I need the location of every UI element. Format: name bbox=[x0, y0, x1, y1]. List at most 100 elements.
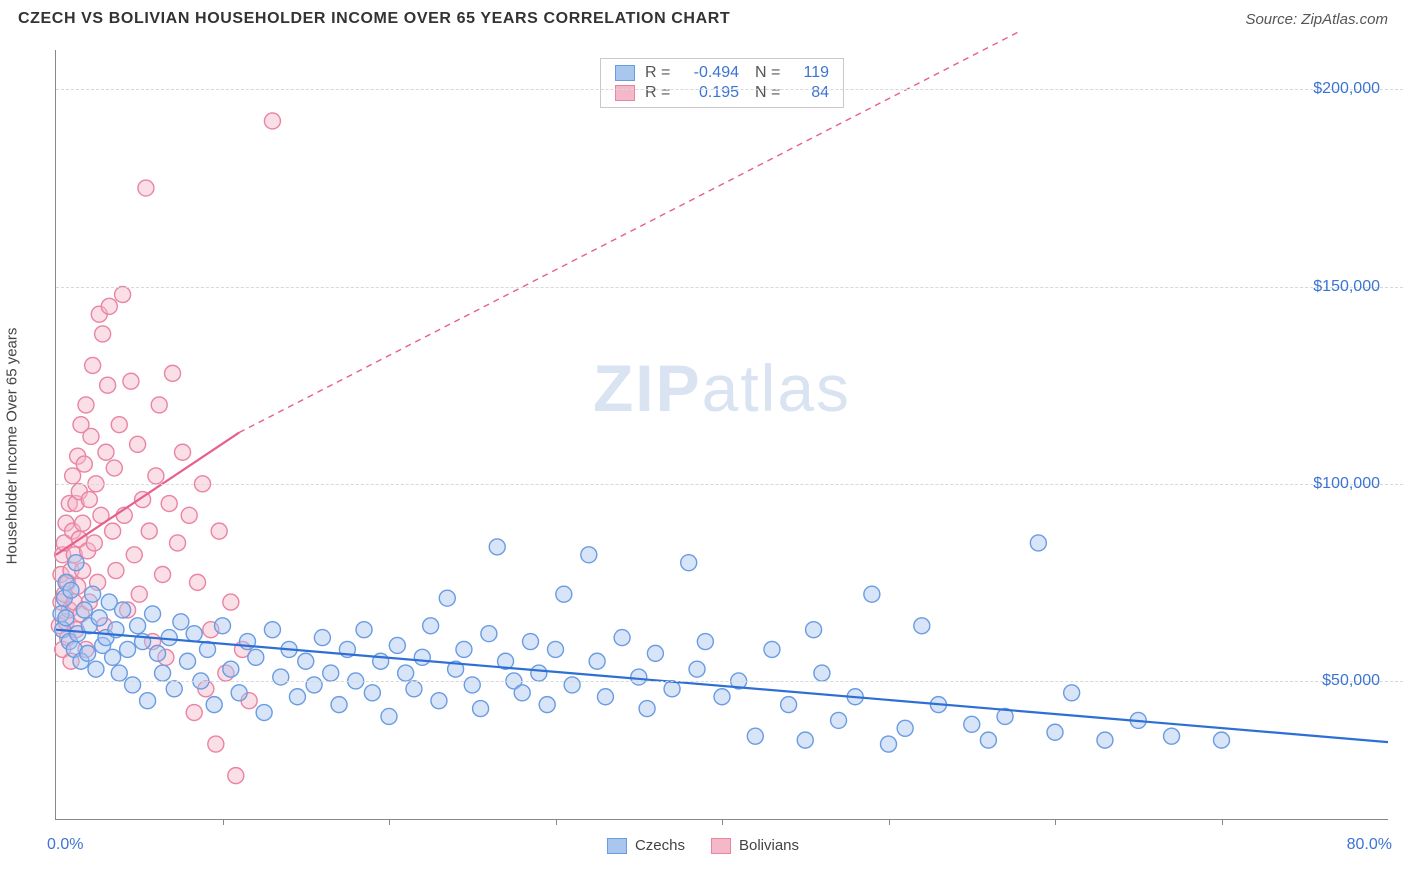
series-legend-item: Bolivians bbox=[711, 837, 799, 854]
r-value: -0.494 bbox=[683, 64, 739, 82]
czechs-point bbox=[881, 736, 897, 752]
czechs-point bbox=[781, 697, 797, 713]
czechs-point bbox=[697, 634, 713, 650]
czechs-point bbox=[140, 693, 156, 709]
czechs-point bbox=[298, 653, 314, 669]
bolivians-point bbox=[175, 444, 191, 460]
czechs-point bbox=[797, 732, 813, 748]
chart-title: CZECH VS BOLIVIAN HOUSEHOLDER INCOME OVE… bbox=[18, 10, 730, 28]
bolivians-point bbox=[95, 326, 111, 342]
czechs-point bbox=[631, 669, 647, 685]
bolivians-point bbox=[98, 444, 114, 460]
czechs-point bbox=[76, 602, 92, 618]
czechs-point bbox=[381, 708, 397, 724]
czechs-point bbox=[314, 630, 330, 646]
czechs-point bbox=[150, 645, 166, 661]
czechs-point bbox=[647, 645, 663, 661]
czechs-point bbox=[80, 645, 96, 661]
czechs-point bbox=[115, 602, 131, 618]
czechs-point bbox=[548, 641, 564, 657]
czechs-point bbox=[523, 634, 539, 650]
r-label: R = bbox=[645, 84, 673, 102]
czechs-point bbox=[180, 653, 196, 669]
czechs-point bbox=[111, 665, 127, 681]
czechs-point bbox=[806, 622, 822, 638]
czechs-point bbox=[1064, 685, 1080, 701]
czechs-point bbox=[68, 555, 84, 571]
series-legend-label: Bolivians bbox=[739, 837, 799, 854]
x-tick bbox=[889, 819, 890, 825]
x-tick bbox=[556, 819, 557, 825]
czechs-point bbox=[689, 661, 705, 677]
czechs-point bbox=[431, 693, 447, 709]
czechs-point bbox=[464, 677, 480, 693]
n-value: 119 bbox=[793, 64, 829, 82]
bolivians-point bbox=[161, 496, 177, 512]
scatter-plot-svg bbox=[56, 50, 1388, 819]
bolivians-point bbox=[151, 397, 167, 413]
czechs-point bbox=[398, 665, 414, 681]
gridline bbox=[56, 681, 1403, 682]
czechs-point bbox=[539, 697, 555, 713]
czechs-point bbox=[681, 555, 697, 571]
czechs-point bbox=[125, 677, 141, 693]
czechs-point bbox=[980, 732, 996, 748]
r-value: 0.195 bbox=[683, 84, 739, 102]
czechs-point bbox=[406, 681, 422, 697]
czechs-point bbox=[556, 586, 572, 602]
n-value: 84 bbox=[793, 84, 829, 102]
x-tick bbox=[1222, 819, 1223, 825]
czechs-point bbox=[964, 716, 980, 732]
czechs-point bbox=[85, 586, 101, 602]
bolivians-point bbox=[123, 373, 139, 389]
czechs-point bbox=[473, 701, 489, 717]
y-tick-label: $150,000 bbox=[1313, 278, 1380, 296]
bolivians-point bbox=[264, 113, 280, 129]
czechs-point bbox=[206, 697, 222, 713]
czechs-point bbox=[914, 618, 930, 634]
y-tick-label: $100,000 bbox=[1313, 475, 1380, 493]
czechs-point bbox=[1030, 535, 1046, 551]
czechs-point bbox=[323, 665, 339, 681]
correlation-legend: R =-0.494N =119R =0.195N =84 bbox=[600, 58, 844, 108]
czechs-point bbox=[764, 641, 780, 657]
bolivians-point bbox=[115, 287, 131, 303]
czechs-point bbox=[256, 705, 272, 721]
czechs-point bbox=[155, 665, 171, 681]
bolivians-point bbox=[106, 460, 122, 476]
bolivians-point bbox=[100, 377, 116, 393]
czechs-point bbox=[439, 590, 455, 606]
czechs-point bbox=[897, 720, 913, 736]
series-legend: Czechs Bolivians bbox=[607, 837, 799, 854]
series-legend-label: Czechs bbox=[635, 837, 685, 854]
czechs-point bbox=[306, 677, 322, 693]
czechs-point bbox=[564, 677, 580, 693]
bolivians-point bbox=[190, 574, 206, 590]
czechs-point bbox=[1164, 728, 1180, 744]
bolivians-point bbox=[138, 180, 154, 196]
czechs-point bbox=[58, 610, 74, 626]
bolivians-point bbox=[108, 563, 124, 579]
czechs-point bbox=[186, 626, 202, 642]
bolivians-point bbox=[86, 535, 102, 551]
czechs-point bbox=[814, 665, 830, 681]
bolivians-point bbox=[141, 523, 157, 539]
czechs-point bbox=[63, 582, 79, 598]
x-tick bbox=[722, 819, 723, 825]
gridline bbox=[56, 89, 1403, 90]
czechs-point bbox=[389, 637, 405, 653]
chart-plot-area: ZIPatlas R =-0.494N =119R =0.195N =84 $5… bbox=[55, 50, 1388, 820]
bolivians-point bbox=[165, 365, 181, 381]
bolivians-point bbox=[126, 547, 142, 563]
czechs-point bbox=[597, 689, 613, 705]
bolivians-point bbox=[83, 428, 99, 444]
bolivians-point bbox=[170, 535, 186, 551]
czechs-point bbox=[639, 701, 655, 717]
czechs-point bbox=[489, 539, 505, 555]
bolivians-point bbox=[78, 397, 94, 413]
n-label: N = bbox=[755, 64, 783, 82]
y-axis-label: Householder Income Over 65 years bbox=[4, 328, 21, 565]
bolivians-point bbox=[111, 417, 127, 433]
chart-header: CZECH VS BOLIVIAN HOUSEHOLDER INCOME OVE… bbox=[0, 0, 1406, 34]
czechs-point bbox=[864, 586, 880, 602]
